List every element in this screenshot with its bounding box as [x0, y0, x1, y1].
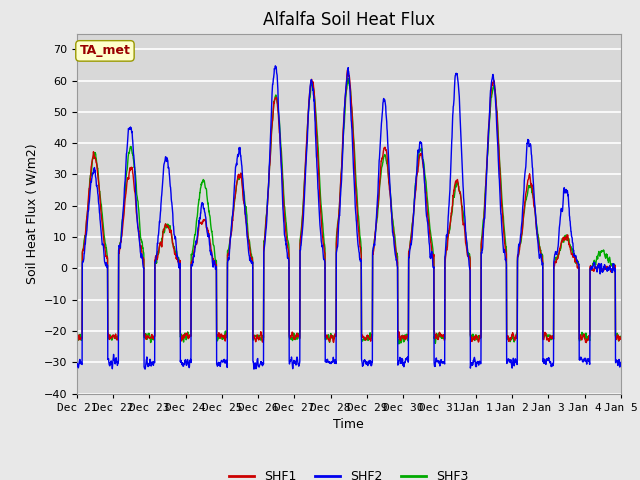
Legend: SHF1, SHF2, SHF3: SHF1, SHF2, SHF3 — [224, 465, 474, 480]
X-axis label: Time: Time — [333, 418, 364, 431]
Y-axis label: Soil Heat Flux ( W/m2): Soil Heat Flux ( W/m2) — [25, 144, 38, 284]
Text: TA_met: TA_met — [79, 44, 131, 58]
Title: Alfalfa Soil Heat Flux: Alfalfa Soil Heat Flux — [263, 11, 435, 29]
